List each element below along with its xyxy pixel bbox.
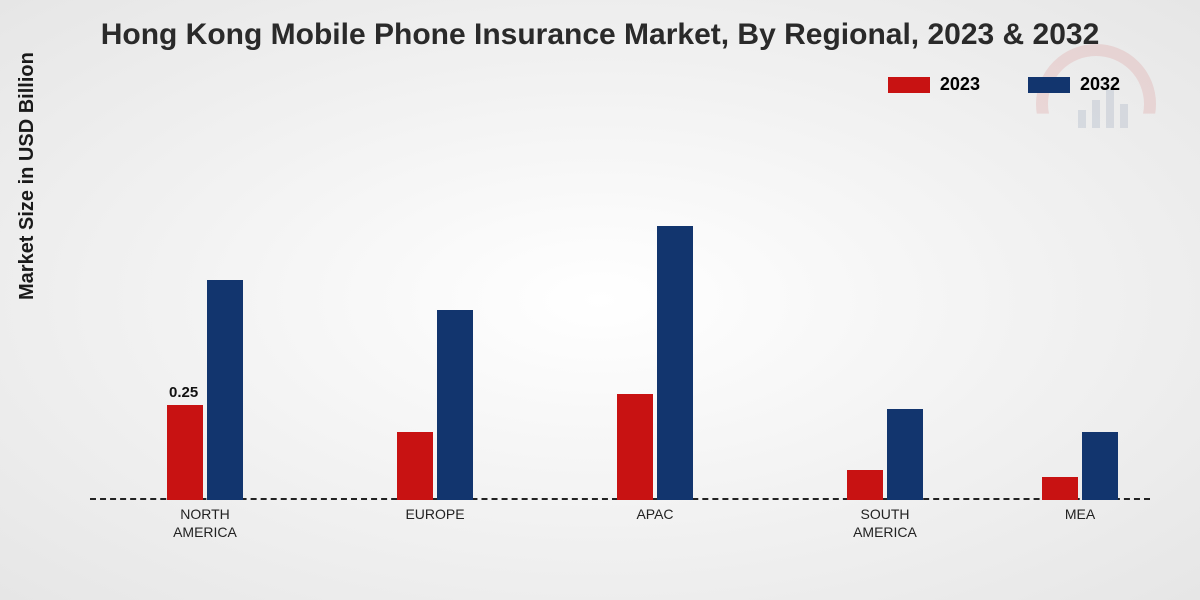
bar-group-apac <box>617 226 693 500</box>
bar-europe-2023 <box>397 432 433 500</box>
legend-item-2023: 2023 <box>888 74 980 95</box>
y-axis-label: Market Size in USD Billion <box>16 52 39 300</box>
legend-label-2032: 2032 <box>1080 74 1120 95</box>
x-label-mea: MEA <box>1020 506 1140 524</box>
bar-group-mea <box>1042 432 1118 500</box>
bar-group-south_america <box>847 409 923 500</box>
bar-group-europe <box>397 310 473 500</box>
legend-label-2023: 2023 <box>940 74 980 95</box>
legend-item-2032: 2032 <box>1028 74 1120 95</box>
x-axis-labels: NORTH AMERICA EUROPE APAC SOUTH AMERICA MEA <box>90 500 1150 560</box>
x-label-apac: APAC <box>595 506 715 524</box>
chart-title: Hong Kong Mobile Phone Insurance Market,… <box>0 18 1200 52</box>
bar-apac-2032 <box>657 226 693 500</box>
bar-apac-2023 <box>617 394 653 500</box>
bar-europe-2032 <box>437 310 473 500</box>
chart-legend: 2023 2032 <box>888 74 1120 95</box>
chart-canvas: Hong Kong Mobile Phone Insurance Market,… <box>0 0 1200 600</box>
bar-mea-2032 <box>1082 432 1118 500</box>
plot-area: 0.25 <box>90 120 1150 500</box>
x-label-europe: EUROPE <box>375 506 495 524</box>
bar-south_america-2032 <box>887 409 923 500</box>
bar-north_america-2032 <box>207 280 243 500</box>
x-label-north_america: NORTH AMERICA <box>145 506 265 541</box>
legend-swatch-2032 <box>1028 77 1070 93</box>
x-label-south_america: SOUTH AMERICA <box>825 506 945 541</box>
bar-north_america-2023 <box>167 405 203 500</box>
bar-mea-2023 <box>1042 477 1078 500</box>
bar-south_america-2023 <box>847 470 883 500</box>
bar-value-label: 0.25 <box>169 384 198 401</box>
legend-swatch-2023 <box>888 77 930 93</box>
